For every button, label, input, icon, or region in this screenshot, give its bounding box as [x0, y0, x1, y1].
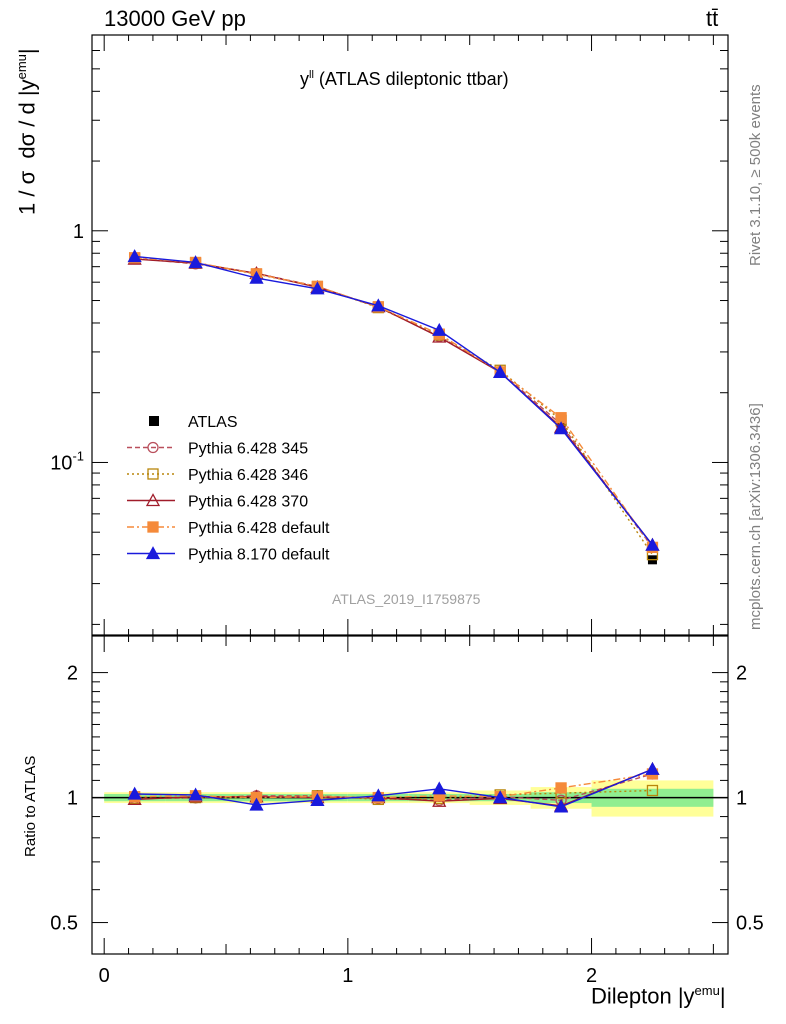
- rivet-label: Rivet 3.1.10, ≥ 500k events: [747, 84, 764, 266]
- ratio-point-pythia-8-170-default: [188, 787, 203, 801]
- legend-label-pythia-6-428-default: Pythia 6.428 default: [188, 520, 330, 537]
- ratio-point-pythia-8-170-default: [493, 790, 508, 804]
- header-right: tt̄: [706, 6, 719, 31]
- ratio-y-tick-label-right: 0.5: [736, 913, 764, 935]
- ratio-point-pythia-6-428-346: [646, 784, 659, 797]
- legend-marker-pythia-6-428-345: [147, 441, 159, 454]
- legend-marker-pythia-6-428-346: [147, 468, 159, 480]
- ratio-y-tick-label-right: 1: [736, 788, 747, 810]
- series-line-pythia-6-428-default: [134, 257, 654, 548]
- ratio-frame: [91, 635, 729, 955]
- series-point-pythia-6-428-default: [555, 412, 567, 424]
- ratio-point-pythia-6-428-default: [555, 782, 567, 794]
- y-tick-label-0.1: 10-1: [50, 448, 84, 474]
- x-axis-label: Dilepton |yemu|: [591, 983, 726, 1009]
- ratio-point-pythia-8-170-default: [127, 786, 142, 800]
- plot-title-sup: ll: [309, 69, 314, 81]
- legend-label-pythia-8-170-default: Pythia 8.170 default: [188, 547, 330, 564]
- ratio-y-tick-label: 2: [67, 663, 78, 685]
- analysis-id: ATLAS_2019_I1759875: [332, 591, 481, 607]
- ratio-ylabel: Ratio to ATLAS: [22, 755, 39, 857]
- ratio-point-pythia-8-170-default: [249, 797, 264, 811]
- mcplots-label: mcplots.cern.ch [arXiv:1306.3436]: [747, 403, 764, 630]
- series-point-pythia-8-170-default: [553, 421, 569, 435]
- series-point-pythia-8-170-default: [645, 537, 660, 551]
- y-tick-label-1: 1: [73, 221, 84, 243]
- legend-label-pythia-6-428-345: Pythia 6.428 345: [188, 441, 308, 458]
- plot-title: yll (ATLAS dileptonic ttbar): [300, 69, 509, 90]
- x-tick-label: 0: [99, 965, 110, 987]
- ratio-point-pythia-8-170-default: [310, 792, 325, 806]
- header-left: 13000 GeV pp: [104, 6, 246, 31]
- series-point-pythia-8-170-default: [432, 322, 447, 336]
- ratio-point-pythia-8-170-default: [553, 799, 569, 813]
- legend-marker-pythia-6-428-370: [145, 493, 161, 507]
- x-tick-label: 1: [342, 965, 353, 987]
- legend-label-pythia-6-428-346: Pythia 6.428 346: [188, 467, 308, 484]
- series-point-pythia-8-170-default: [493, 364, 508, 378]
- series-point-pythia-8-170-default: [371, 298, 386, 312]
- plot-title-main: y: [300, 69, 309, 89]
- legend-label-pythia-6-428-370: Pythia 6.428 370: [188, 494, 308, 511]
- ratio-point-pythia-8-170-default: [645, 761, 660, 775]
- legend-marker-pythia-8-170-default: [145, 546, 161, 560]
- ratio-y-tick-label: 1: [67, 788, 78, 810]
- legend-marker-pythia-6-428-default: [147, 521, 159, 533]
- ratio-point-pythia-8-170-default: [432, 781, 447, 795]
- legend-marker-atlas: [149, 416, 159, 426]
- ratio-point-pythia-8-170-default: [371, 788, 386, 802]
- main-frame: [91, 34, 729, 636]
- x-tick-label: 2: [586, 965, 597, 987]
- ratio-y-tick-label: 0.5: [50, 913, 78, 935]
- series-point-pythia-8-170-default: [188, 255, 203, 269]
- series-point-pythia-8-170-default: [127, 249, 142, 263]
- ratio-y-tick-label-right: 2: [736, 663, 747, 685]
- legend-label-atlas: ATLAS: [188, 414, 238, 431]
- plot-title-rest: (ATLAS dileptonic ttbar): [318, 69, 509, 89]
- main-ylabel: 1 / σ dσ / d |yemu|: [14, 48, 40, 215]
- series-point-pythia-8-170-default: [249, 270, 264, 284]
- series-point-pythia-8-170-default: [310, 281, 325, 295]
